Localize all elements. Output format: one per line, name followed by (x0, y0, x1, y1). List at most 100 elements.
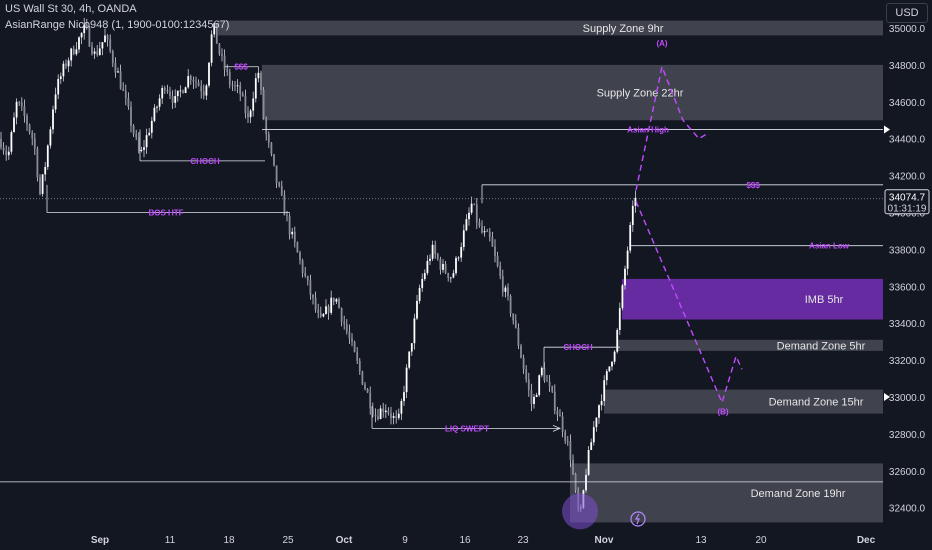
candle (387, 407, 390, 416)
candle (197, 79, 200, 87)
candle (104, 28, 106, 43)
candle (551, 385, 554, 394)
candle-body (629, 225, 632, 251)
candle (600, 394, 603, 411)
candle (83, 17, 86, 40)
annotation-label: $$$ (746, 181, 760, 190)
candle-body (111, 51, 114, 63)
candle (124, 84, 127, 106)
y-tick-label: 33800.0 (889, 245, 926, 256)
candle-body (634, 197, 637, 206)
candle-body (174, 96, 177, 103)
candle (475, 198, 478, 229)
candle-body (275, 165, 278, 183)
annotation-label: (A) (656, 39, 667, 48)
candle (397, 408, 400, 421)
y-tick-label: 33400.0 (889, 319, 926, 330)
zone-label: IMB 5hr (805, 294, 844, 306)
candle (405, 364, 408, 399)
candle (338, 297, 340, 309)
candle-body (241, 94, 244, 97)
candle-body (262, 89, 265, 119)
candle (301, 258, 304, 278)
candle (561, 411, 564, 438)
candle-body (153, 107, 156, 121)
candle-body (418, 288, 421, 301)
candle (421, 273, 424, 292)
candle-body (10, 132, 13, 152)
candle (449, 276, 452, 283)
candle (525, 365, 528, 383)
y-tick-label: 34400.0 (889, 135, 926, 146)
candle (631, 200, 634, 232)
candle-body (592, 427, 595, 443)
candle (117, 67, 119, 73)
candle (400, 398, 403, 421)
candle (213, 22, 216, 38)
candle (179, 85, 182, 98)
candle (299, 250, 301, 265)
candle-body (382, 408, 385, 413)
candle-body (377, 416, 379, 419)
candle (85, 18, 88, 30)
candle-body (499, 265, 502, 277)
candle (293, 226, 296, 248)
candle-body (483, 231, 486, 233)
candle (483, 226, 486, 237)
candle (618, 302, 621, 335)
candle (130, 101, 132, 133)
y-tick-label: 34200.0 (889, 172, 926, 183)
candle-body (585, 474, 587, 491)
candle (205, 83, 208, 101)
candle-body (540, 367, 543, 376)
candle-body (104, 35, 106, 43)
candle-body (496, 255, 499, 266)
candle (70, 47, 73, 67)
candle-body (616, 329, 619, 352)
candle-body (538, 375, 541, 396)
candle (39, 174, 41, 196)
candle (514, 314, 517, 329)
currency-button[interactable]: USD (886, 3, 928, 23)
annotation-label: CHOCH (563, 343, 593, 352)
candle (546, 375, 548, 382)
candle-body (296, 242, 299, 253)
candle (257, 66, 260, 83)
indicator-label[interactable]: AsianRange Nico948 (1, 1900-0100:1234567… (5, 19, 230, 31)
candle (543, 362, 546, 383)
candle (5, 145, 8, 161)
candle (569, 434, 572, 468)
candle (488, 227, 491, 242)
candle-body (309, 280, 312, 295)
candle (18, 100, 21, 107)
candle (434, 240, 437, 259)
x-tick-label: 9 (402, 535, 408, 546)
candle (626, 246, 629, 276)
candle (67, 57, 70, 73)
candle (447, 272, 450, 282)
candle (247, 106, 249, 123)
candle-body (444, 263, 447, 274)
candle-body (475, 204, 478, 223)
candle-body (452, 273, 455, 278)
candle-body (65, 63, 67, 67)
candle-body (20, 102, 23, 107)
price-axis[interactable]: 35000.034800.034600.034400.034200.034000… (884, 0, 932, 550)
candle-body (520, 346, 522, 358)
candle-body (509, 296, 512, 314)
lightning-icon[interactable] (630, 511, 646, 527)
candle-body (78, 37, 80, 50)
candle-body (140, 149, 143, 151)
candle (426, 255, 429, 276)
candle-body (470, 203, 473, 213)
candle (192, 76, 195, 89)
candle-body (28, 124, 31, 133)
candle (106, 34, 109, 47)
candle (455, 255, 457, 276)
candle (221, 48, 223, 62)
candle-body (91, 46, 93, 54)
candle (267, 131, 270, 148)
candle-body (156, 106, 158, 108)
time-axis[interactable]: Sep 11 18 25 Oct 9 16 23 Nov 13 20 Dec (91, 535, 876, 546)
